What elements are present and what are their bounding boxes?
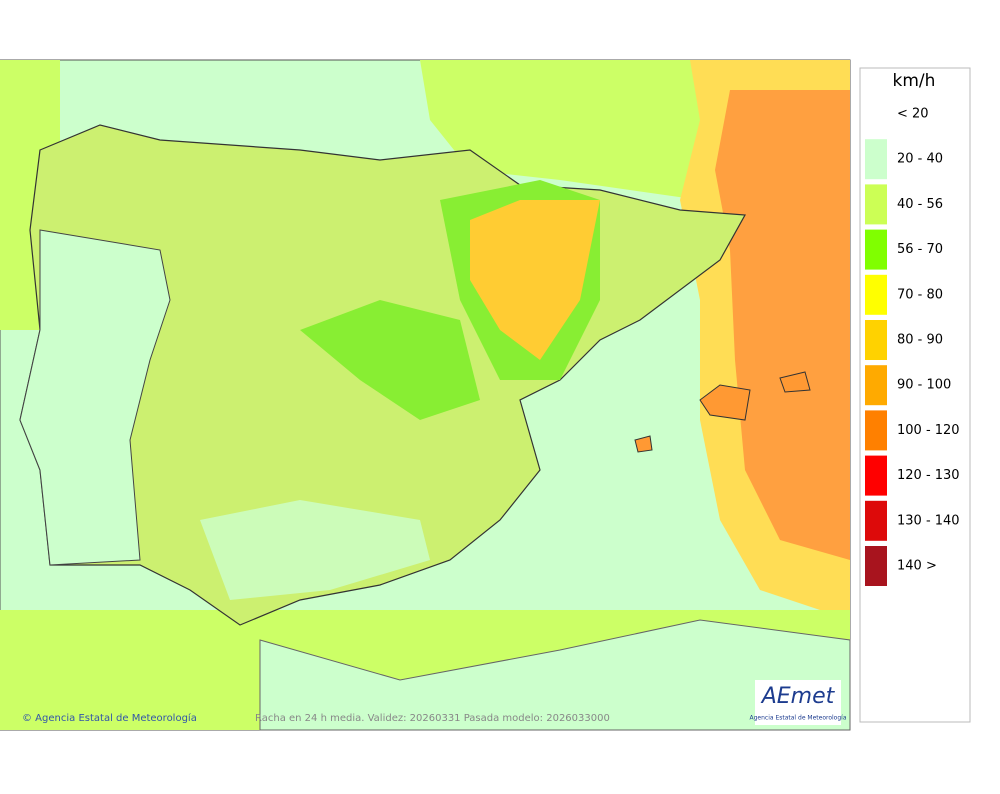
legend-title: km/h	[893, 71, 936, 91]
balearic-islands	[634, 371, 811, 453]
legend-swatch	[865, 229, 887, 270]
andalusia-zone	[200, 500, 430, 600]
legend-label: 80 - 90	[897, 333, 943, 348]
logo-subtitle: Agencia Estatal de Meteorología	[750, 715, 847, 722]
legend-label: < 20	[897, 107, 929, 122]
map	[0, 59, 851, 731]
legend-swatch	[865, 320, 887, 360]
legend-swatch	[865, 546, 887, 586]
legend-swatch	[865, 184, 887, 225]
credit: © Agencia Estatal de Meteorología	[22, 712, 197, 724]
caption: Racha en 24 h media. Validez: 20260331 P…	[255, 713, 610, 724]
legend-swatch	[865, 455, 887, 496]
legend: km/h < 20 20 - 40 40 - 56 56 - 70 70 - 80 80 …	[859, 67, 971, 723]
legend-label: 140 >	[897, 559, 937, 574]
legend-swatch	[865, 365, 887, 406]
africa-land	[259, 619, 851, 731]
central-zone	[300, 300, 480, 420]
legend-label: 56 - 70	[897, 242, 943, 257]
legend-swatch	[865, 410, 887, 451]
legend-swatch	[865, 139, 887, 180]
logo-box	[755, 680, 841, 725]
legend-label: 70 - 80	[897, 287, 943, 302]
legend-swatch	[865, 274, 887, 315]
legend-label: 120 - 130	[897, 468, 960, 483]
logo: AEmet Agencia Estatal de Meteorología	[750, 680, 847, 725]
legend-label: 90 - 100	[897, 378, 951, 393]
legend-label: 20 - 40	[897, 152, 943, 167]
med-band-orange	[715, 90, 850, 560]
legend-label: 130 - 140	[897, 513, 960, 528]
portugal	[19, 229, 171, 566]
logo-name: AEmet	[760, 684, 836, 709]
iberic-high	[470, 200, 600, 360]
legend-label: 100 - 120	[897, 423, 960, 438]
legend-swatch	[865, 500, 887, 541]
legend-label: 40 - 56	[897, 197, 943, 212]
